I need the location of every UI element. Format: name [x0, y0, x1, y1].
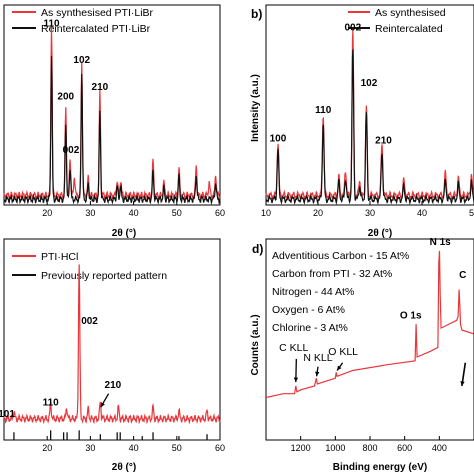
panel-a-legend-reintercalated: Reintercalated PTI·LiBr — [41, 23, 151, 35]
panel-letter-d: d) — [252, 242, 263, 256]
panel-c-plot-area — [3, 238, 221, 441]
panel-a-peak-label: 210 — [92, 82, 109, 93]
panel-b-x-tick-label: 20 — [313, 208, 323, 218]
panel-a-x-tick-label: 40 — [129, 208, 139, 218]
panel-b-peak-label: 102 — [361, 78, 378, 89]
panel-a-peak-label: 002 — [63, 145, 80, 156]
panel-c-x-axis-title: 2θ (°) — [112, 462, 136, 473]
panel-c-legend-pti-hcl: PTI·HCl — [41, 251, 78, 263]
panel-d-series-line — [265, 250, 474, 399]
panel-d-annotation: N KLL — [303, 352, 332, 364]
panel-c-x-tick-label: 40 — [129, 443, 139, 453]
panel-b-series-line — [265, 30, 474, 202]
panel-d-peak-label: C — [459, 270, 466, 281]
panel-b-legend-reintercalated: Reintercalated — [375, 23, 443, 35]
panel-b-x-tick-label: 50 — [469, 208, 474, 218]
panel-c-peak-label: 210 — [105, 380, 122, 391]
panel-c-x-tick-label: 60 — [215, 443, 225, 453]
panel-d-annotation-arrow-head — [293, 377, 299, 383]
panel-d-annotation-arrow-head — [315, 371, 320, 377]
panel-a-series-line — [3, 55, 221, 206]
panel-a-x-tick-label: 20 — [42, 208, 52, 218]
panel-d-composition-line: Chlorine - 3 At% — [272, 322, 348, 334]
panel-a-x-tick-label: 50 — [172, 208, 182, 218]
panel-d-x-tick-label: 800 — [362, 443, 377, 453]
panel-a-peak-label: 110 — [43, 18, 60, 29]
panel-d-y-axis-title: Counts (a.u.) — [250, 314, 261, 375]
panel-b-peak-label: 002 — [344, 22, 361, 33]
panel-d-x-tick-label: 400 — [432, 443, 447, 453]
panel-a-x-axis-title: 2θ (°) — [112, 228, 136, 239]
panel-b-y-axis-title: Intensity (a.u.) — [250, 74, 261, 142]
panel-c-arrow-head — [100, 402, 105, 408]
panel-c-peak-label: 110 — [43, 397, 60, 408]
panel-b-x-tick-label: 10 — [261, 208, 271, 218]
panel-c-peak-label: 101 — [0, 409, 15, 420]
panel-b-peak-label: 110 — [315, 105, 332, 116]
panel-d-x-tick-label: 1000 — [325, 443, 345, 453]
panel-a-x-tick-label: 30 — [85, 208, 95, 218]
panel-c-x-tick-label: 50 — [172, 443, 182, 453]
panel-b-peak-label: 100 — [270, 134, 287, 145]
panel-d-peak-label: O 1s — [400, 310, 422, 321]
panel-b-x-axis-title: 2θ (°) — [368, 228, 392, 239]
panel-a-plot-area — [3, 4, 221, 206]
panel-b-x-tick-label: 40 — [417, 208, 427, 218]
panel-b-peak-label: 210 — [375, 136, 392, 147]
panel-letter-b: b) — [251, 7, 262, 21]
panel-c-series-line — [3, 264, 221, 425]
panel-d-annotation-arrow-head — [337, 365, 342, 371]
panel-a-legend-as-synthesised: As synthesised PTI·LiBr — [41, 7, 154, 19]
panel-b-x-tick-label: 30 — [365, 208, 375, 218]
panel-d-x-tick-label: 1200 — [291, 443, 311, 453]
panel-a-peak-label: 200 — [57, 91, 74, 102]
chart-marks: 20 30 40 50 60 110 200 002 102 210 10 20 30 40 50 100 11… — [0, 18, 474, 453]
panel-c-peak-label: 002 — [81, 316, 98, 327]
panel-d-composition-line: Oxygen - 6 At% — [272, 304, 345, 316]
panel-d-composition-line: Adventitious Carbon - 15 At% — [272, 250, 409, 262]
panel-c-legend-previously-reported: Previously reported pattern — [41, 270, 167, 282]
panel-a-series-line — [3, 26, 221, 202]
panel-d-composition-line: Carbon from PTI - 32 At% — [272, 268, 392, 280]
panel-d-arrow-head — [460, 381, 465, 386]
panel-d-x-axis-title: Binding energy (eV) — [333, 462, 427, 473]
panel-b-legend-as-synthesised: As synthesised — [375, 7, 446, 19]
panel-c-x-tick-label: 30 — [85, 443, 95, 453]
panel-d-x-tick-label: 600 — [397, 443, 412, 453]
panel-d-annotation: O KLL — [328, 346, 358, 358]
panel-d-peak-label: N 1s — [430, 237, 452, 248]
panel-c-x-tick-label: 20 — [42, 443, 52, 453]
panel-d-annotation: C KLL — [279, 342, 308, 354]
panel-b-series-line — [265, 49, 474, 206]
panel-b-plot-area — [265, 4, 474, 206]
panel-d-composition-line: Nitrogen - 44 At% — [272, 286, 354, 298]
panel-a-peak-label: 102 — [73, 55, 90, 66]
panel-a-x-tick-label: 60 — [215, 208, 225, 218]
